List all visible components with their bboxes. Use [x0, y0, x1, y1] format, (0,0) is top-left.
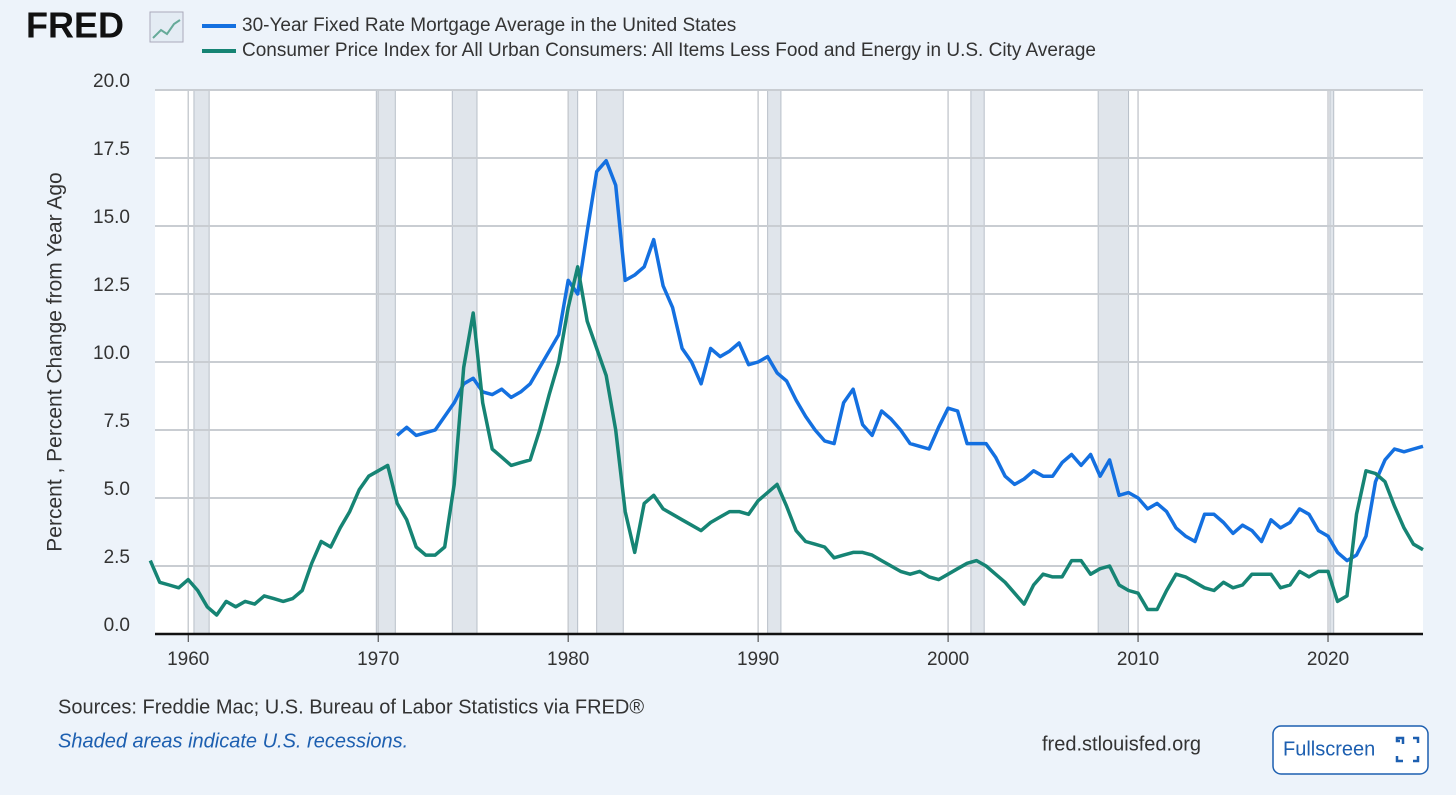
y-tick-label: 15.0	[93, 207, 130, 228]
x-tick-label: 2020	[1307, 649, 1349, 670]
series-line	[148, 265, 1424, 617]
legend-label: 30-Year Fixed Rate Mortgage Average in t…	[242, 15, 736, 36]
fullscreen-button[interactable]	[1272, 725, 1429, 775]
series-line	[396, 158, 1424, 563]
y-tick-label: 10.0	[93, 343, 130, 364]
y-tick-label: 5.0	[104, 479, 130, 500]
plot	[155, 89, 1423, 635]
y-tick-label: 17.5	[93, 139, 130, 160]
sources: Sources: Freddie Mac; U.S. Bureau of Lab…	[58, 696, 644, 718]
y-tick-label: 7.5	[104, 411, 130, 432]
y-tick-label: 0.0	[104, 615, 130, 636]
legend-label: Consumer Price Index for All Urban Consu…	[242, 40, 1096, 61]
y-axis-label: Percent , Percent Change from Year Ago	[44, 172, 67, 551]
fullscreen-icon[interactable]	[1395, 736, 1420, 763]
fullscreen-label[interactable]: Fullscreen	[1283, 738, 1375, 760]
x-tick-label: 1970	[357, 649, 399, 670]
y-tick-label: 12.5	[93, 275, 130, 296]
y-tick-label: 2.5	[104, 547, 130, 568]
x-tick-label: 1990	[737, 649, 779, 670]
logo-icon-line	[152, 19, 181, 39]
logo-icon	[149, 11, 184, 43]
x-tick-label: 1960	[167, 649, 209, 670]
x-tick-label: 2000	[927, 649, 969, 670]
site: fred.stlouisfed.org	[1042, 733, 1201, 755]
y-tick-label: 20.0	[93, 71, 130, 92]
logo: FRED	[26, 5, 124, 46]
x-tick-label: 2010	[1117, 649, 1159, 670]
x-tick-label: 1980	[547, 649, 589, 670]
note: Shaded areas indicate U.S. recessions.	[58, 730, 408, 752]
